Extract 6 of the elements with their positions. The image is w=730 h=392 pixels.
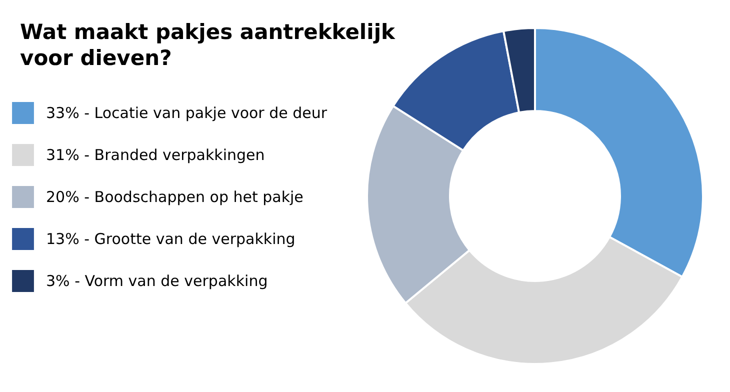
- chart-title: Wat maakt pakjes aantrekkelijk voor dieven?: [20, 20, 396, 70]
- legend-label: 13% - Grootte van de verpakking: [46, 230, 296, 248]
- legend-label: 3% - Vorm van de verpakking: [46, 272, 268, 290]
- legend-label: 31% - Branded verpakkingen: [46, 146, 265, 164]
- legend-label: 20% - Boodschappen op het pakje: [46, 188, 304, 206]
- legend-label: 33% - Locatie van pakje voor de deur: [46, 104, 328, 122]
